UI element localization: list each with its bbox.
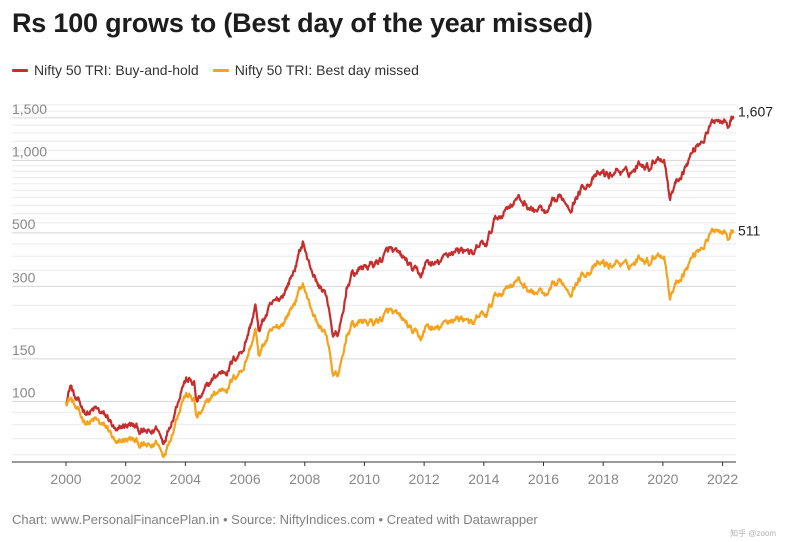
y-tick-label: 150	[12, 342, 36, 358]
x-tick-label: 2016	[528, 471, 559, 487]
x-tick-label: 2018	[588, 471, 619, 487]
chart-title: Rs 100 grows to (Best day of the year mi…	[12, 8, 593, 38]
y-tick-label: 1,500	[12, 101, 47, 117]
x-tick-label: 2014	[468, 471, 499, 487]
series-line-buy-and-hold	[64, 115, 735, 446]
legend-swatch-buy-and-hold	[12, 68, 28, 72]
y-tick-label: 1,000	[12, 143, 47, 159]
grid	[12, 104, 736, 463]
series-line-best-day-missed	[64, 227, 735, 459]
y-axis-ticks: 100 150 300 500 1,000 1,500	[12, 101, 47, 400]
x-tick-label: 2022	[707, 471, 738, 487]
legend-label-best-day-missed: Nifty 50 TRI: Best day missed	[234, 62, 419, 78]
y-tick-label: 300	[12, 269, 36, 285]
x-axis-ticks: 2000 2002 2004 2006 2008 2010 2012 2014 2016 2018…	[50, 462, 738, 487]
legend: Nifty 50 TRI: Buy-and-hold Nifty 50 TRI:…	[12, 62, 419, 78]
watermark: 知乎 @zoom	[730, 529, 776, 538]
x-tick-label: 2002	[110, 471, 141, 487]
x-tick-label: 2010	[349, 471, 380, 487]
x-tick-label: 2006	[229, 471, 260, 487]
x-tick-label: 2000	[50, 471, 81, 487]
end-label-best-day-missed: 511	[738, 223, 761, 239]
y-tick-label: 100	[12, 384, 36, 400]
legend-swatch-best-day-missed	[212, 68, 229, 72]
chart-footer: Chart: www.PersonalFinancePlan.in • Sour…	[12, 512, 538, 527]
legend-item-best-day-missed: Nifty 50 TRI: Best day missed	[212, 62, 419, 78]
series-lines	[64, 115, 735, 459]
end-label-buy-and-hold: 1,607	[738, 103, 773, 119]
legend-label-buy-and-hold: Nifty 50 TRI: Buy-and-hold	[34, 62, 199, 78]
x-tick-label: 2012	[409, 471, 440, 487]
end-labels: 1,607 511	[738, 103, 773, 238]
y-tick-label: 500	[12, 216, 36, 232]
x-tick-label: 2020	[647, 471, 678, 487]
x-tick-label: 2008	[289, 471, 320, 487]
x-tick-label: 2004	[170, 471, 201, 487]
legend-item-buy-and-hold: Nifty 50 TRI: Buy-and-hold	[12, 62, 199, 78]
